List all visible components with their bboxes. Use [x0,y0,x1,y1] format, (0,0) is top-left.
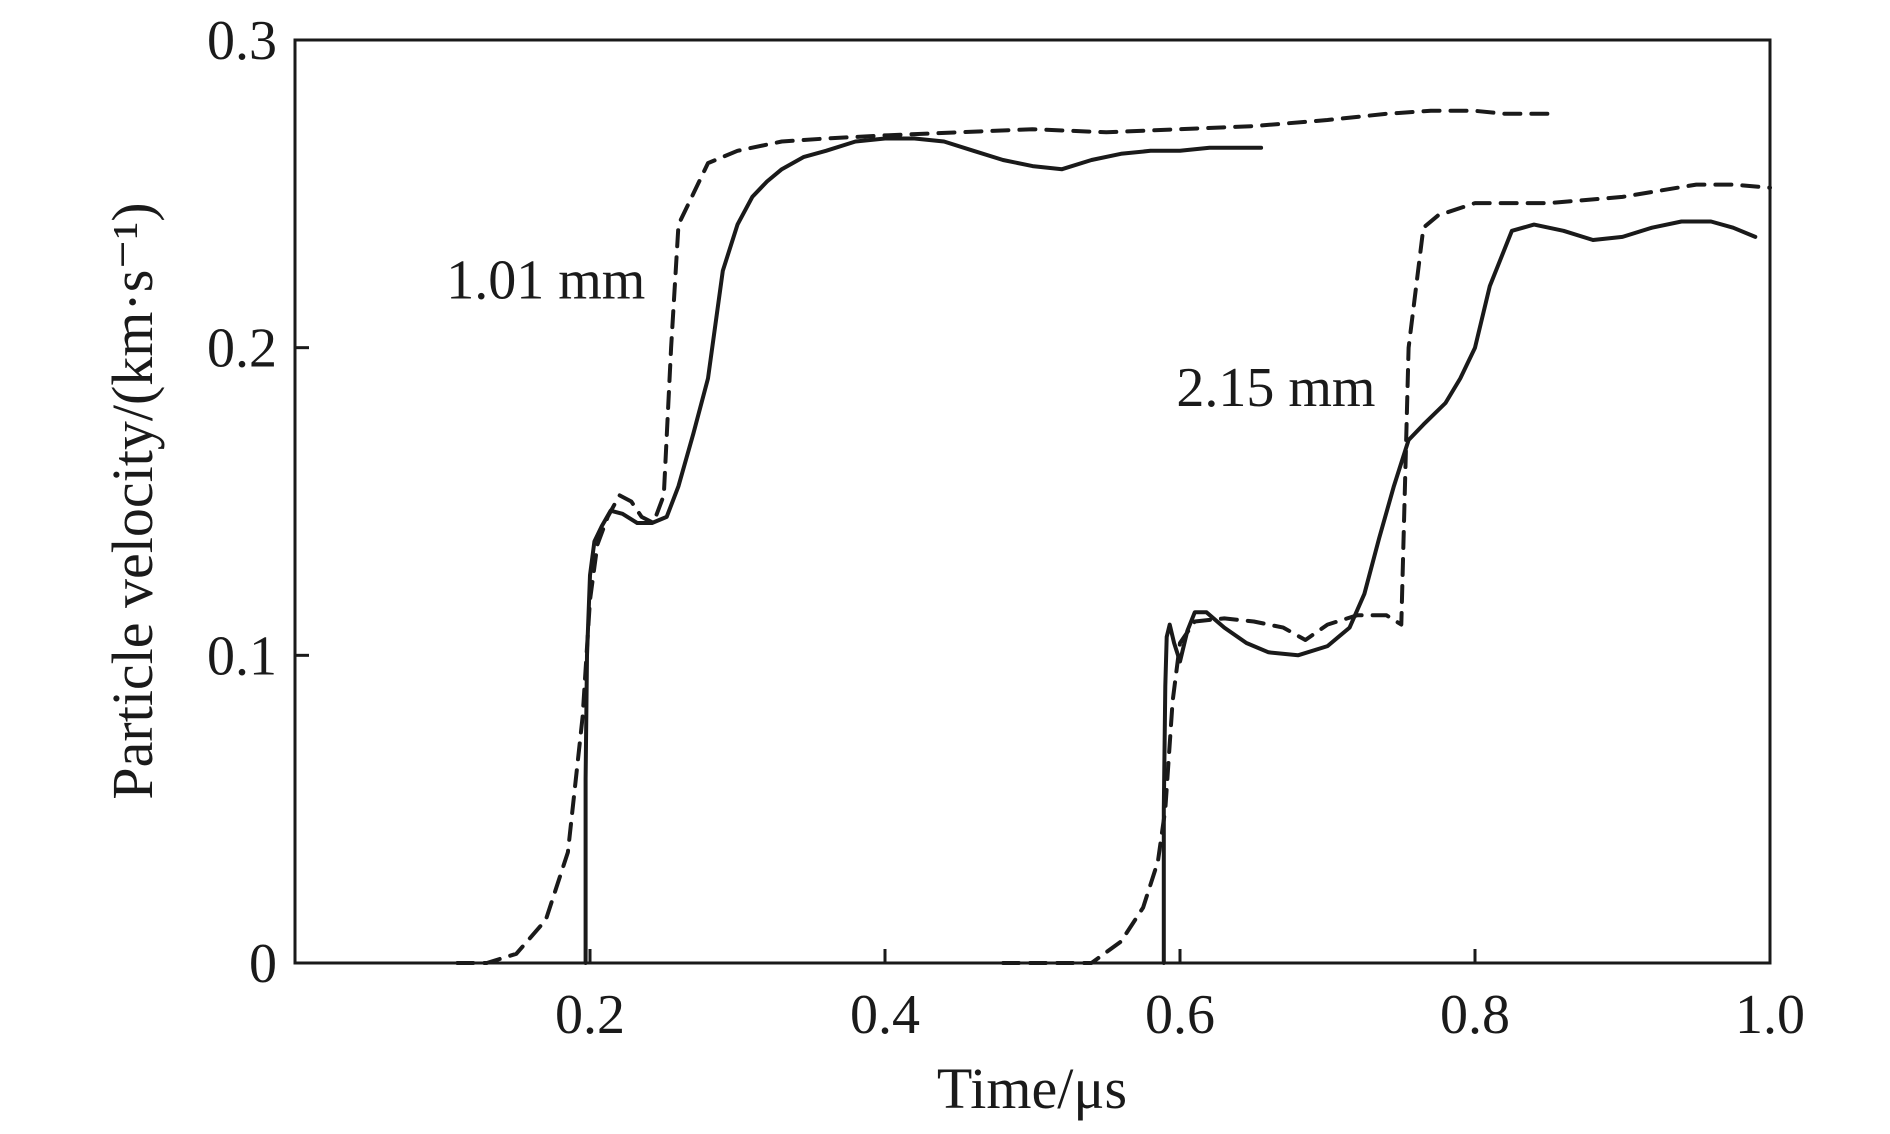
plot-frame [293,38,1772,965]
series-line-3-solid [1161,219,1758,965]
series-line-1-solid [583,136,1264,965]
thickness-annotation: 1.01 mm [446,249,645,311]
y-tick-label: 0.2 [207,318,277,380]
x-tick-label: 0.8 [1440,984,1510,1046]
annotations: 1.01 mm 2.15 mm [446,249,1375,419]
x-tick-label: 0.4 [850,984,920,1046]
x-axis-title: Time/μs [937,1056,1127,1121]
x-tick-label: 1.0 [1735,984,1805,1046]
y-axis: 0 0.1 0.2 0.3 [207,10,309,995]
thickness-annotation: 2.15 mm [1176,357,1375,419]
y-axis-title: Particle velocity/(km·s⁻¹) [100,202,165,799]
x-tick-label: 0.6 [1145,984,1215,1046]
series-line-2-dashed [455,108,1551,965]
x-axis: 0.2 0.4 0.6 0.8 1.0 [555,949,1805,1046]
y-tick-label: 0.3 [207,10,277,72]
series-line-4-dashed [1001,182,1772,965]
series-layer [455,108,1772,965]
y-tick-label: 0.1 [207,625,277,687]
y-tick-label: 0 [249,933,277,995]
x-tick-label: 0.2 [555,984,625,1046]
